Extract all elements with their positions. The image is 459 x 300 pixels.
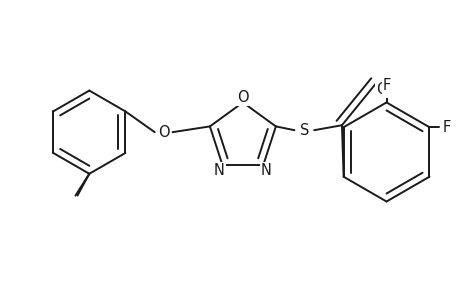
Text: N: N [213, 163, 224, 178]
Text: F: F [441, 120, 449, 135]
Text: O: O [375, 82, 386, 97]
Text: O: O [236, 90, 248, 105]
Text: S: S [299, 123, 308, 138]
Text: F: F [381, 78, 390, 93]
Text: N: N [260, 163, 271, 178]
Text: O: O [157, 125, 169, 140]
